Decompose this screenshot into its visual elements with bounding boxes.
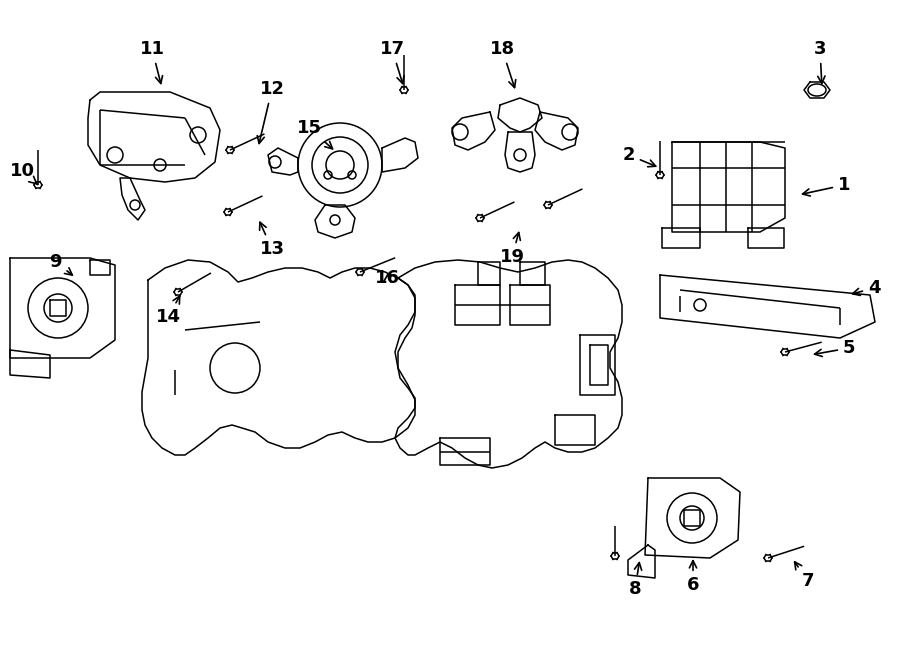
Text: 6: 6 bbox=[687, 561, 699, 594]
Text: 2: 2 bbox=[623, 146, 656, 167]
Text: 19: 19 bbox=[500, 233, 525, 266]
Text: 3: 3 bbox=[814, 40, 826, 83]
Text: 11: 11 bbox=[140, 40, 165, 83]
Text: 15: 15 bbox=[297, 119, 333, 149]
Text: 17: 17 bbox=[380, 40, 404, 83]
Text: 10: 10 bbox=[10, 162, 38, 184]
Text: 16: 16 bbox=[375, 269, 400, 287]
Text: 4: 4 bbox=[852, 279, 880, 297]
Text: 1: 1 bbox=[803, 176, 850, 196]
Text: 9: 9 bbox=[50, 253, 72, 275]
Text: 13: 13 bbox=[259, 222, 284, 258]
Text: 5: 5 bbox=[814, 339, 856, 357]
Text: 12: 12 bbox=[257, 80, 284, 143]
Text: 18: 18 bbox=[490, 40, 516, 88]
Text: 8: 8 bbox=[629, 563, 642, 598]
Text: 7: 7 bbox=[795, 562, 815, 590]
Text: 14: 14 bbox=[156, 296, 181, 326]
